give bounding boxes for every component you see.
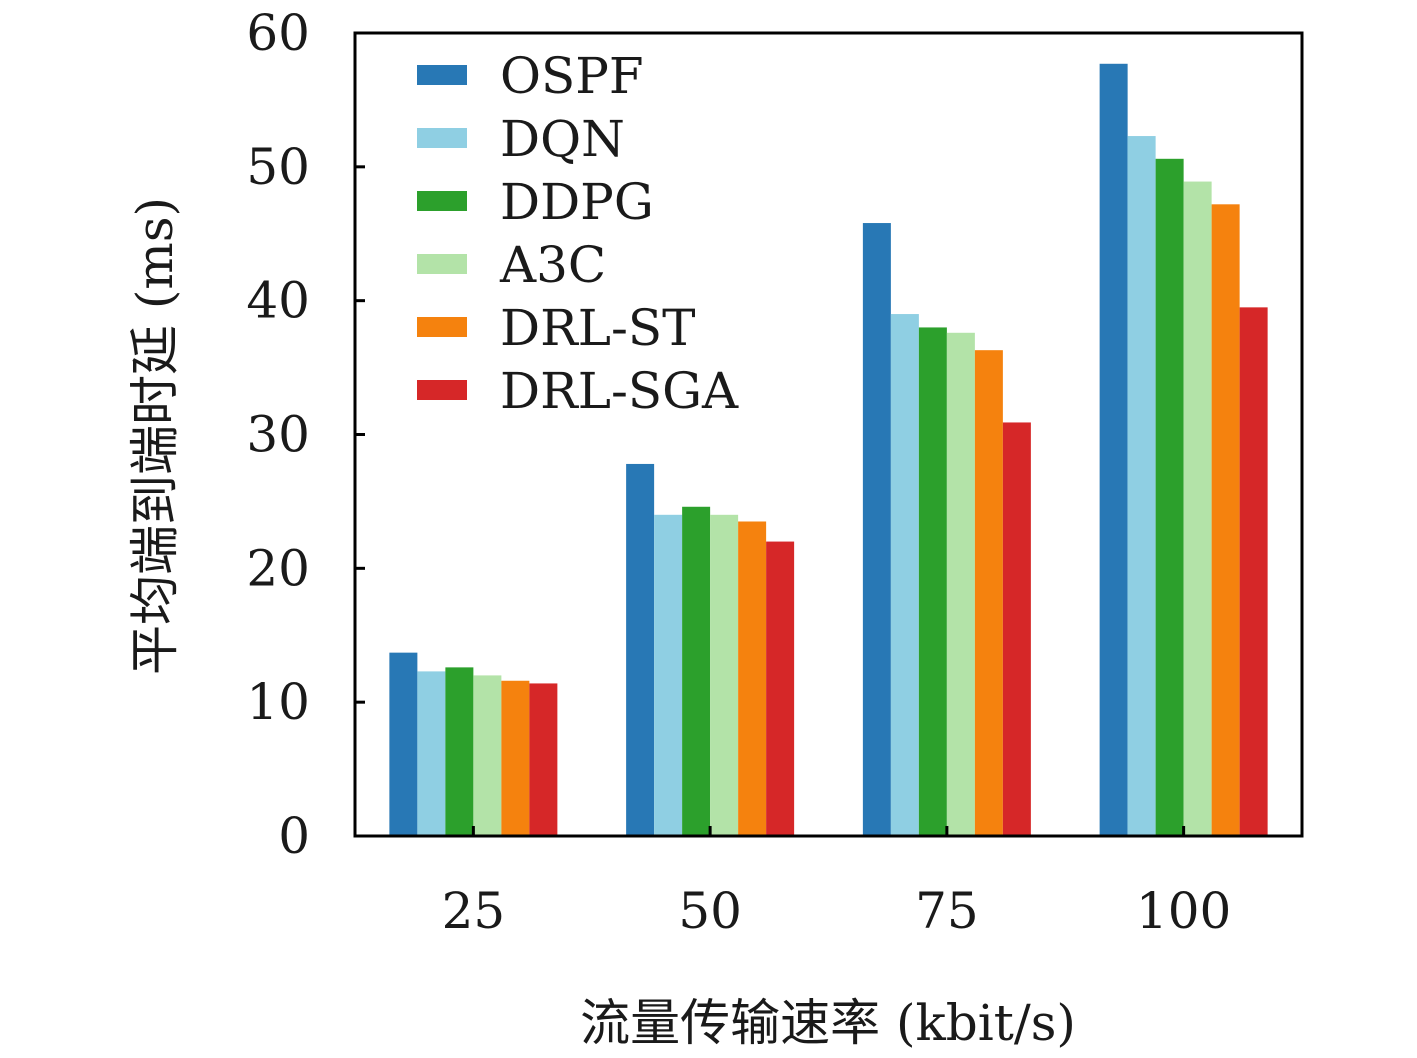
- x-axis-title: 流量传输速率 (kbit/s): [580, 994, 1076, 1052]
- bar-a3c-50: [710, 514, 739, 836]
- x-tick-label: 50: [678, 882, 742, 940]
- legend-label-dqn: DQN: [500, 110, 625, 168]
- bar-ospf-25: [389, 652, 418, 836]
- y-tick-label: 30: [246, 406, 310, 464]
- x-tick-label: 75: [915, 882, 979, 940]
- legend-swatch-a3c: [417, 254, 467, 274]
- bar-drl-st-75: [974, 350, 1003, 836]
- bar-drl-sga-25: [529, 683, 558, 836]
- legend-swatch-dqn: [417, 128, 467, 148]
- legend-label-a3c: A3C: [499, 236, 606, 294]
- bar-a3c-25: [473, 675, 502, 836]
- bar-dqn-75: [890, 314, 919, 836]
- bar-dqn-100: [1127, 136, 1156, 837]
- y-tick-label: 10: [246, 673, 310, 731]
- legend-label-drl-st: DRL-ST: [500, 299, 695, 357]
- legend-label-ospf: OSPF: [500, 47, 644, 105]
- legend-swatch-ospf: [417, 65, 467, 85]
- y-tick-label: 20: [246, 539, 310, 597]
- bar-dqn-25: [417, 671, 446, 836]
- legend-swatch-drl-st: [417, 317, 467, 337]
- bar-ospf-75: [862, 223, 891, 836]
- legend-swatch-drl-sga: [417, 380, 467, 400]
- bar-a3c-100: [1183, 181, 1212, 836]
- bar-drl-st-100: [1211, 204, 1240, 837]
- legend-label-ddpg: DDPG: [500, 173, 654, 231]
- legend-label-drl-sga: DRL-SGA: [500, 362, 739, 420]
- bar-ddpg-50: [682, 506, 711, 836]
- y-tick-label: 60: [246, 4, 310, 62]
- bar-ospf-100: [1099, 63, 1128, 836]
- bar-drl-st-25: [501, 680, 530, 836]
- bar-drl-sga-100: [1239, 307, 1268, 836]
- bar-drl-sga-75: [1002, 422, 1031, 836]
- y-tick-label: 50: [246, 138, 310, 196]
- bar-ddpg-25: [445, 667, 474, 836]
- bar-ospf-50: [626, 463, 655, 836]
- bar-drl-st-50: [738, 521, 767, 836]
- bar-a3c-75: [946, 332, 975, 836]
- x-tick-label: 25: [442, 882, 506, 940]
- x-axis: 25 50 75 100: [442, 826, 1231, 940]
- y-axis-title: 平均端到端时延 (ms): [126, 197, 184, 675]
- legend-swatch-ddpg: [417, 191, 467, 211]
- bar-ddpg-100: [1155, 158, 1184, 836]
- bar-dqn-50: [654, 514, 683, 836]
- x-tick-label: 100: [1136, 882, 1231, 940]
- bars-group: [389, 63, 1268, 837]
- bar-drl-sga-50: [766, 541, 795, 836]
- y-tick-label: 0: [278, 807, 310, 865]
- y-tick-label: 40: [246, 272, 310, 330]
- bar-ddpg-75: [918, 327, 947, 836]
- y-axis: 0 10 20 30 40 50 60: [246, 4, 365, 865]
